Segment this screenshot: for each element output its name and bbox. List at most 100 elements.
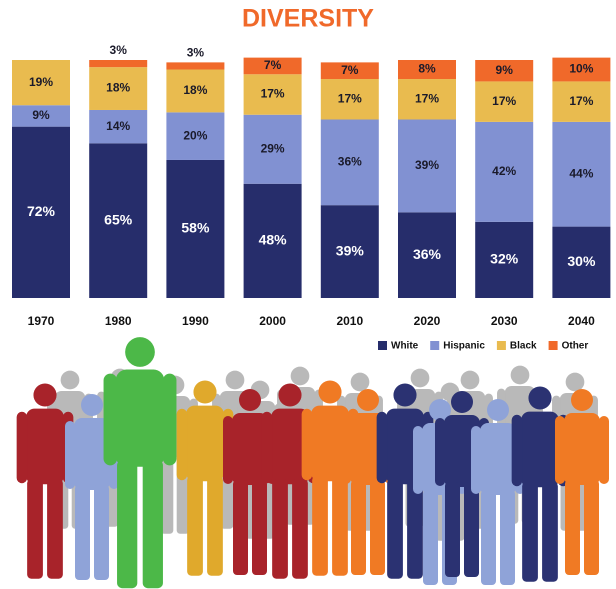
data-label: 17% [338, 91, 362, 105]
person [239, 389, 261, 411]
data-label: 14% [106, 119, 130, 133]
data-label: 3% [187, 46, 205, 60]
person [332, 476, 348, 576]
person [522, 482, 538, 582]
data-label: 17% [492, 94, 516, 108]
crowd-illustration [17, 337, 609, 588]
person [278, 383, 301, 406]
person [555, 416, 565, 484]
person [351, 373, 370, 392]
person [116, 370, 165, 467]
x-tick-label: 1980 [105, 314, 132, 328]
data-label: 48% [259, 232, 288, 248]
data-label: 17% [261, 87, 285, 101]
person [302, 409, 313, 480]
person [17, 412, 28, 483]
legend-swatch [549, 341, 558, 350]
data-label: 58% [181, 220, 210, 236]
person [461, 371, 480, 390]
person [65, 421, 75, 489]
person [226, 371, 245, 390]
person [312, 476, 328, 576]
person [26, 409, 64, 485]
data-label: 42% [492, 164, 516, 178]
legend-label: Black [510, 341, 537, 352]
person [163, 374, 177, 466]
person [262, 412, 273, 483]
data-label: 36% [413, 246, 442, 262]
person [566, 373, 585, 392]
data-label: 17% [415, 91, 439, 105]
person [464, 482, 479, 577]
x-tick-label: 2020 [414, 314, 441, 328]
person [451, 391, 473, 413]
person [571, 389, 593, 411]
person [481, 490, 496, 585]
person [233, 480, 248, 575]
person [272, 479, 288, 579]
legend-swatch [497, 341, 506, 350]
person [511, 366, 530, 385]
chart: DIVERSITY 72%9%19%197065%14%18%3%198058%… [0, 0, 616, 589]
data-label: 7% [264, 58, 282, 72]
data-label: 36% [338, 155, 362, 169]
legend-label: White [391, 341, 419, 352]
person [435, 418, 445, 486]
person [94, 485, 109, 580]
person [47, 479, 63, 579]
data-label: 44% [569, 166, 593, 180]
person [565, 480, 580, 575]
person [207, 476, 223, 576]
person [75, 485, 90, 580]
person [542, 482, 558, 582]
legend-swatch [378, 341, 387, 350]
person [187, 476, 203, 576]
person [521, 412, 559, 488]
person [370, 480, 385, 575]
person [407, 479, 423, 579]
person [125, 337, 155, 367]
bar-segment [166, 62, 224, 69]
person [33, 383, 56, 406]
data-label: 7% [341, 63, 359, 77]
legend-label: Hispanic [443, 341, 485, 352]
bar-segment [89, 60, 147, 67]
data-label: 18% [106, 81, 130, 95]
chart-title: DIVERSITY [242, 5, 374, 33]
person [61, 371, 80, 390]
data-label: 39% [415, 158, 439, 172]
person [445, 482, 460, 577]
person [411, 369, 430, 388]
person [584, 480, 599, 575]
data-label: 18% [183, 83, 207, 97]
person [471, 426, 481, 494]
person [186, 406, 224, 482]
person [528, 386, 551, 409]
data-label: 10% [569, 62, 593, 76]
x-tick-label: 1990 [182, 314, 209, 328]
person [117, 460, 137, 588]
x-tick-label: 2030 [491, 314, 518, 328]
data-label: 30% [567, 253, 596, 269]
person [27, 479, 43, 579]
person [252, 480, 267, 575]
person [291, 367, 310, 386]
data-label: 8% [418, 62, 436, 76]
person [81, 394, 103, 416]
person [193, 380, 216, 403]
data-label: 39% [336, 242, 365, 258]
data-label: 65% [104, 211, 133, 227]
person [564, 413, 600, 485]
person [143, 460, 163, 588]
data-label: 29% [261, 141, 285, 155]
person [387, 479, 403, 579]
person [292, 479, 308, 579]
data-label: 32% [490, 251, 519, 267]
person [104, 374, 118, 466]
person [413, 426, 423, 494]
data-label: 72% [27, 203, 56, 219]
person [512, 415, 523, 486]
x-tick-label: 1970 [28, 314, 55, 328]
person [177, 409, 188, 480]
data-label: 9% [32, 108, 50, 122]
